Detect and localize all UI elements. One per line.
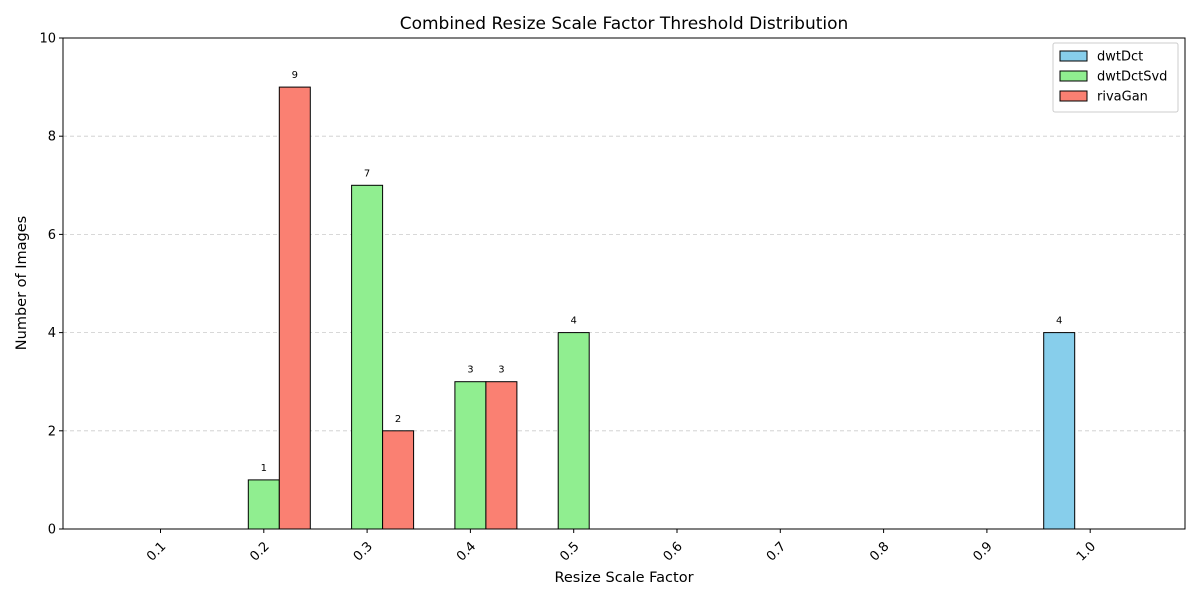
x-tick-label: 0.2	[247, 539, 272, 564]
x-tick-label: 0.1	[144, 539, 169, 564]
data-label: 1	[261, 463, 267, 474]
legend-swatch-dwtDctSvd	[1059, 70, 1088, 82]
legend-label-rivaGan: rivaGan	[1097, 90, 1148, 105]
chart-title: Combined Resize Scale Factor Threshold D…	[400, 14, 849, 34]
grid-lines	[63, 135, 1185, 432]
bar-rivaGan-0.4	[485, 381, 518, 530]
bar-dwtDct-1.0	[1043, 332, 1076, 530]
y-tick-label: 0	[48, 523, 56, 538]
x-tick-label: 0.8	[867, 539, 892, 564]
y-tick-label: 8	[48, 130, 56, 145]
data-label: 7	[364, 168, 370, 179]
data-label: 3	[498, 365, 504, 376]
bar-dwtDctSvd-0.4	[454, 381, 487, 530]
data-label: 3	[467, 365, 473, 376]
y-tick-label: 10	[39, 32, 56, 47]
bar-dwtDctSvd-0.5	[557, 332, 590, 530]
bar-dwtDctSvd-0.2	[247, 479, 280, 530]
x-tick-label: 0.6	[661, 539, 686, 564]
legend-swatch-rivaGan	[1059, 90, 1088, 102]
bar-rivaGan-0.2	[278, 86, 311, 530]
legend-label-dwtDct: dwtDct	[1097, 50, 1143, 65]
x-tick-label: 0.5	[557, 539, 582, 564]
y-axis-ticks: 0 2 4 6 8 10	[39, 32, 63, 538]
x-tick-label: 0.3	[351, 539, 376, 564]
y-tick-label: 2	[48, 424, 56, 439]
y-tick-label: 4	[48, 326, 56, 341]
x-axis-ticks: 0.1 0.2 0.3 0.4 0.5 0.6 0.7 0.8 0.9 1.0	[144, 529, 1099, 564]
bars	[247, 86, 1076, 530]
y-tick-label: 6	[48, 228, 56, 243]
data-label: 4	[571, 316, 577, 327]
bar-rivaGan-0.3	[382, 430, 415, 530]
x-tick-label: 0.4	[454, 539, 479, 564]
bar-dwtDctSvd-0.3	[351, 184, 384, 530]
data-label: 2	[395, 414, 401, 425]
x-axis-title: Resize Scale Factor	[554, 570, 693, 586]
x-tick-label: 0.9	[970, 539, 995, 564]
legend: dwtDct dwtDctSvd rivaGan	[1052, 42, 1179, 113]
legend-label-dwtDctSvd: dwtDctSvd	[1097, 70, 1167, 85]
legend-swatch-dwtDct	[1059, 50, 1088, 62]
plot-area-frame	[62, 37, 1186, 530]
y-axis-title: Number of Images	[14, 216, 30, 350]
data-label: 4	[1056, 316, 1062, 327]
x-tick-label: 0.7	[764, 539, 789, 564]
x-tick-label: 1.0	[1074, 539, 1099, 564]
data-labels: 4 1 7 3 4 9 2 3	[261, 70, 1063, 474]
data-label: 9	[292, 70, 298, 81]
